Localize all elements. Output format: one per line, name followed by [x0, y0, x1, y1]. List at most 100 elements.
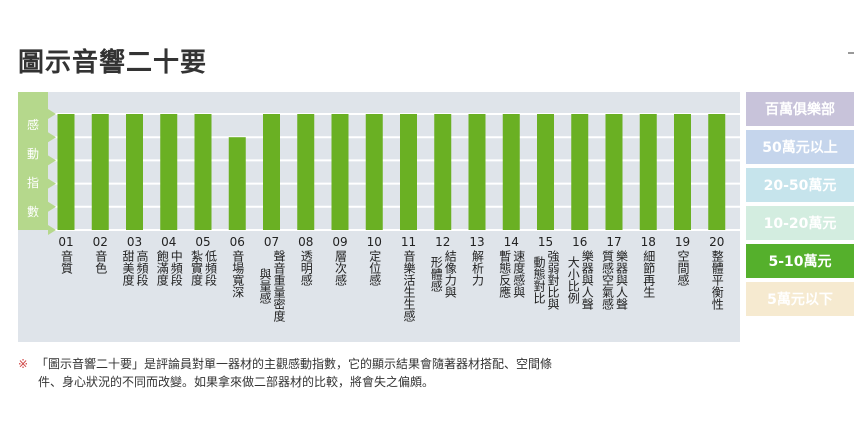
x-tick-text: 空間感 [676, 250, 690, 286]
x-tick-number: 18 [640, 235, 656, 249]
grid-notch [48, 132, 56, 143]
bar-11 [400, 114, 417, 230]
x-tick-text: 整體平衡性 [710, 250, 725, 310]
x-tick-label: 11 音樂活生生感 [396, 235, 422, 323]
x-tick-text: 定位感 [367, 250, 382, 286]
y-axis-label-char: 感 [26, 118, 39, 132]
x-tick-label: 05 低頻段 紮實度 [189, 235, 218, 287]
x-tick-text: 音場寬深 [230, 250, 245, 298]
x-tick-number: 09 [332, 235, 348, 249]
x-tick-label: 04 中頻段 飽滿度 [155, 235, 184, 287]
bar-14 [502, 114, 520, 230]
bar-05 [194, 114, 212, 230]
bar-15 [537, 114, 554, 230]
x-tick-text: 紮實度 [189, 250, 204, 286]
bar-13 [468, 114, 486, 230]
x-tick-text: 細節再生 [641, 250, 656, 298]
x-tick-number: 13 [469, 235, 485, 249]
x-tick-text: 音樂活生生感 [402, 250, 416, 322]
grid-notch [48, 155, 56, 166]
x-tick-text: 音色 [93, 250, 108, 274]
bar-09 [331, 114, 349, 230]
x-tick-text: 音質 [59, 250, 74, 274]
x-tick-label: 17 樂器與人聲 質感空氣感 [600, 236, 629, 311]
x-tick-text: 層次感 [333, 250, 348, 286]
bar-12 [434, 114, 452, 230]
bar-08 [297, 114, 315, 230]
x-tick-text: 聲音重量密度 [272, 250, 286, 322]
x-tick-number: 04 [161, 235, 177, 249]
legend-item: 百萬俱樂部 [746, 92, 854, 126]
x-tick-text: 高頻段 [135, 250, 149, 286]
x-tick-label: 13 解析力 [464, 235, 490, 287]
x-tick-label: 10 定位感 [361, 235, 387, 287]
x-tick-text: 飽滿度 [155, 250, 170, 286]
x-tick-label: 06 音場寬深 [224, 236, 250, 299]
x-tick-number: 10 [366, 235, 382, 249]
x-tick-label: 19 空間感 [670, 235, 696, 287]
x-tick-number: 01 [58, 235, 74, 249]
x-tick-text: 暫態反應 [497, 250, 512, 298]
legend-item: 50萬元以上 [746, 130, 854, 164]
bar-04 [160, 114, 178, 230]
x-tick-label: 09 層次感 [327, 235, 353, 287]
y-axis-label-char: 數 [26, 205, 39, 219]
grid-notch [48, 201, 56, 212]
bar-chart [18, 92, 740, 235]
x-tick-text: 質感空氣感 [600, 250, 615, 310]
bar-20 [708, 114, 726, 230]
page-title: 圖示音響二十要 [18, 48, 208, 78]
bar-18 [639, 114, 657, 230]
x-tick-number: 20 [709, 235, 725, 249]
legend-item: 10-20萬元 [746, 206, 854, 240]
x-tick-number: 11 [400, 235, 417, 249]
x-tick-number: 15 [537, 235, 554, 249]
grid-notch [48, 225, 56, 235]
x-tick-text: 甜美度 [121, 250, 135, 286]
y-axis-label-char: 指 [26, 176, 39, 190]
x-tick-number: 12 [435, 235, 451, 249]
x-tick-text: 結像力與 [443, 250, 458, 298]
x-tick-label: 12 結像力與 形體感 [429, 235, 458, 299]
x-tick-text: 解析力 [470, 250, 485, 286]
x-tick-number: 05 [195, 235, 211, 249]
x-tick-label: 18 細節再生 [635, 235, 661, 299]
price-legend: 百萬俱樂部 50萬元以上 20-50萬元 10-20萬元 5-10萬元 5萬元以下 [746, 92, 854, 320]
x-tick-text: 中頻段 [169, 250, 184, 286]
x-tick-number: 16 [572, 235, 588, 249]
x-tick-number: 14 [503, 235, 519, 249]
x-tick-text: 速度感與 [511, 250, 526, 298]
x-tick-text: 樂器與人聲 [580, 250, 595, 310]
bar-06 [228, 137, 246, 230]
x-tick-label: 03 高頻段 甜美度 [121, 235, 149, 287]
x-tick-number: 02 [92, 235, 108, 249]
x-tick-label: 02 音色 [87, 235, 113, 275]
x-tick-label: 07 聲音重量密度 與量感 [258, 235, 286, 323]
x-tick-label: 16 樂器與人聲 大小比例 [566, 235, 595, 311]
x-tick-text: 大小比例 [566, 256, 581, 304]
x-tick-number: 19 [674, 235, 691, 249]
footnote-line-1: 「圖示音響二十要」是評論員對單一器材的主觀感動指數，它的顯示結果會隨著器材搭配、… [36, 357, 553, 371]
x-tick-number: 03 [126, 235, 143, 249]
chart-panel: 感動指數 01 音質 02 音色 03 高頻段 甜美度 04 中頻段 飽滿度 05 低頻段 紮實度 06 音… [18, 92, 740, 342]
bar-02 [91, 114, 109, 230]
legend-item: 20-50萬元 [746, 168, 854, 202]
x-tick-text: 樂器與人聲 [614, 250, 629, 310]
x-tick-text: 形體感 [429, 256, 444, 292]
footnote-mark: ※ [18, 357, 29, 371]
x-tick-number: 08 [298, 235, 314, 249]
bar-16 [571, 114, 589, 230]
x-tick-text: 與量感 [258, 268, 272, 304]
legend-item-active: 5-10萬元 [746, 244, 854, 278]
x-tick-number: 07 [263, 235, 280, 249]
y-axis-band [18, 92, 48, 230]
x-tick-text: 透明感 [299, 250, 314, 286]
footnote: ※ 「圖示音響二十要」是評論員對單一器材的主觀感動指數，它的顯示結果會隨著器材搭配… [18, 355, 778, 391]
footnote-line-2: 件、身心狀況的不同而改變。如果拿來做二部器材的比較，將會失之偏頗。 [38, 375, 435, 389]
x-tick-label: 15 強弱對比與 動態對比 [532, 235, 560, 311]
bar-01 [57, 114, 75, 230]
bar-07 [263, 114, 280, 230]
bar-19 [674, 114, 691, 230]
grid-notch [48, 109, 56, 119]
x-tick-label: 20 整體平衡性 [704, 235, 730, 311]
